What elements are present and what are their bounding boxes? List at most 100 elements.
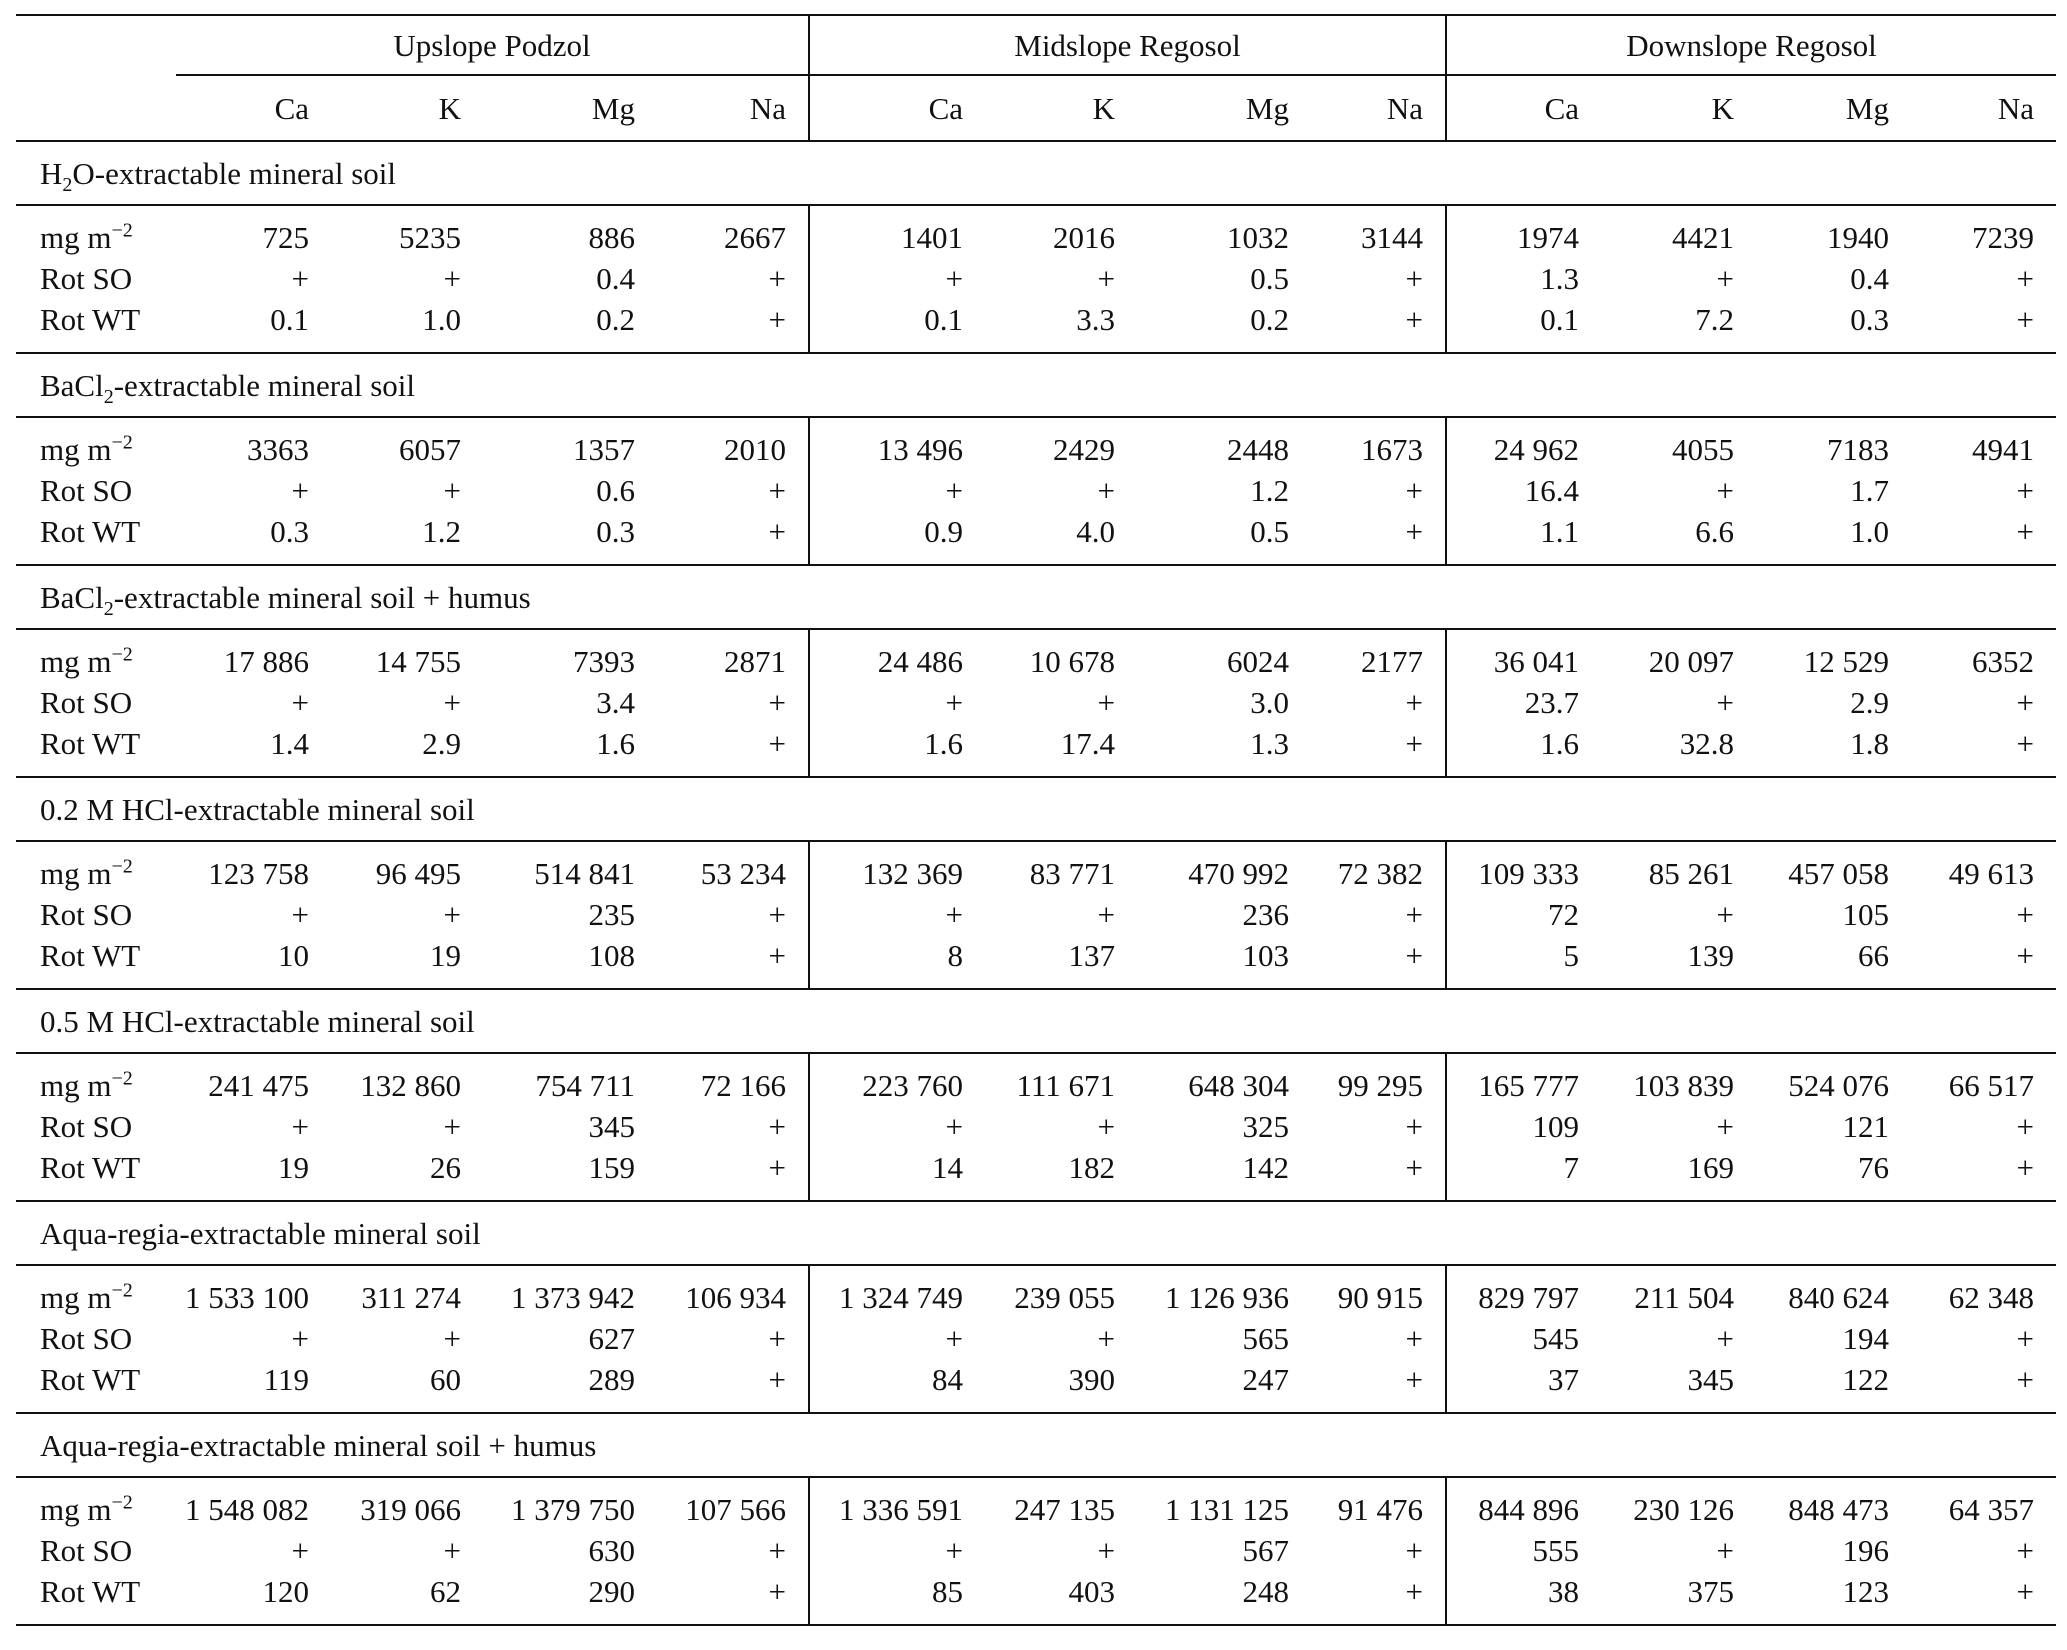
table-cell: 1 533 100 <box>185 1280 309 1315</box>
table-cell: 8 <box>947 938 964 973</box>
element-header-na: Na <box>1997 90 2034 126</box>
table-cell: 6352 <box>1972 644 2034 679</box>
row-label: Rot WT <box>40 1362 141 1397</box>
table-cell: 194 <box>1842 1321 1890 1356</box>
section-title-subscript: 2 <box>103 385 114 408</box>
table-cell: + <box>657 894 810 935</box>
section-title-text: BaCl <box>40 579 104 615</box>
table-cell: + <box>657 1359 810 1413</box>
table-cell: 90 915 <box>1311 1265 1447 1318</box>
unit-label: mg m <box>40 432 112 467</box>
table-cell: 72 <box>1548 897 1579 932</box>
table-row: Rot WT 119 60 289 +84 390 247 +37 345 122 + <box>16 1359 2056 1413</box>
table-cell: + <box>945 473 963 508</box>
table-row: Rot WT 120 62 290 +85 403 248 +38 375 123 + <box>16 1571 2056 1625</box>
table-cell: 62 348 <box>1948 1280 2034 1315</box>
table-cell: + <box>1311 299 1447 353</box>
table-cell: 60 <box>430 1362 461 1397</box>
table-cell: 196 <box>1842 1533 1890 1568</box>
table-cell: 1.6 <box>1540 726 1579 761</box>
row-label: Rot SO <box>40 1533 133 1568</box>
table-cell: + <box>1311 1530 1447 1571</box>
element-header-mg: Mg <box>1845 90 1889 126</box>
table-cell: 2429 <box>1053 432 1115 467</box>
row-label: mg m−2 <box>16 205 176 258</box>
element-header-k: K <box>1092 90 1115 126</box>
table-cell: 3.3 <box>1076 302 1115 337</box>
section-title: Aqua-regia-extractable mineral soil <box>16 1200 2056 1266</box>
table-cell: 0.9 <box>924 514 963 549</box>
table-cell: + <box>2016 685 2034 720</box>
table-cell: 36 041 <box>1493 644 1579 679</box>
table-cell: 1.2 <box>1250 473 1289 508</box>
table-cell: 555 <box>1532 1533 1580 1568</box>
table-cell: 2010 <box>657 417 810 470</box>
unit-label: mg m <box>40 220 112 255</box>
table-cell: + <box>1311 1318 1447 1359</box>
table-cell: 6024 <box>1227 644 1289 679</box>
unit-exponent: −2 <box>111 643 133 666</box>
table-cell: 19 <box>430 938 461 973</box>
table-cell: 247 <box>1242 1362 1290 1397</box>
table-cell: 7 <box>1563 1150 1580 1185</box>
table-cell: 53 234 <box>657 841 810 894</box>
table-row: mg m−2 3363 6057 1357 2010 13 496 2429 2448 1673… <box>16 417 2056 470</box>
table-cell: + <box>945 685 963 720</box>
table-cell: 10 678 <box>1029 644 1115 679</box>
table-cell: 7393 <box>573 644 635 679</box>
table-cell: 5 <box>1563 938 1580 973</box>
table-row: mg m−2 17 886 14 755 7393 2871 24 486 10 678 60… <box>16 629 2056 682</box>
table-cell: 311 274 <box>361 1280 461 1315</box>
section-title-text: BaCl <box>40 367 104 403</box>
table-cell: 1673 <box>1311 417 1447 470</box>
table-cell: 1 373 942 <box>511 1280 635 1315</box>
table-cell: + <box>945 897 963 932</box>
table-cell: + <box>291 261 309 296</box>
element-header-ca: Ca <box>274 90 309 126</box>
section-title-subscript: 2 <box>103 597 114 620</box>
table-cell: + <box>443 1533 461 1568</box>
table-cell: 64 357 <box>1948 1492 2034 1527</box>
table-cell: 1 379 750 <box>511 1492 635 1527</box>
table-cell: 1 324 749 <box>839 1280 963 1315</box>
table-cell: 19 <box>278 1150 309 1185</box>
table-row: Rot SO + +0.4 + + +0.5 +1.3 +0.4 + <box>16 258 2056 299</box>
table-cell: 1 336 591 <box>839 1492 963 1527</box>
table-cell: 403 <box>1068 1574 1116 1609</box>
row-label: mg m−2 <box>16 1053 176 1106</box>
table-row: mg m−2 123 758 96 495 514 841 53 234 132 369 8… <box>16 841 2056 894</box>
table-cell: 725 <box>262 220 310 255</box>
table-cell: 0.3 <box>596 514 635 549</box>
unit-exponent: −2 <box>111 431 133 454</box>
table-cell: 345 <box>1687 1362 1735 1397</box>
row-label: Rot SO <box>40 897 133 932</box>
table-cell: 375 <box>1687 1574 1735 1609</box>
table-cell: 121 <box>1842 1109 1890 1144</box>
table-cell: 1.1 <box>1540 514 1579 549</box>
table-cell: 32.8 <box>1679 726 1734 761</box>
table-cell: 142 <box>1242 1150 1290 1185</box>
table-cell: 14 755 <box>375 644 461 679</box>
table-cell: + <box>1716 1533 1734 1568</box>
table-row: Rot SO + +627 + + +565 +545 +194 + <box>16 1318 2056 1359</box>
table-cell: + <box>2016 726 2034 761</box>
table-cell: 290 <box>588 1574 636 1609</box>
table-cell: 524 076 <box>1788 1068 1889 1103</box>
section-title: H2O-extractable mineral soil <box>16 140 2056 206</box>
table-cell: 109 333 <box>1478 856 1579 891</box>
unit-label: mg m <box>40 1280 112 1315</box>
table-cell: 17 886 <box>223 644 309 679</box>
table-cell: 13 496 <box>877 432 963 467</box>
table-cell: 122 <box>1842 1362 1890 1397</box>
table-cell: + <box>1097 897 1115 932</box>
table-cell: + <box>1716 685 1734 720</box>
table-cell: 4941 <box>1972 432 2034 467</box>
table-cell: + <box>2016 473 2034 508</box>
table-row: Rot SO + +630 + + +567 +555 +196 + <box>16 1530 2056 1571</box>
table-cell: 247 135 <box>1014 1492 1115 1527</box>
table-cell: 0.4 <box>1850 261 1889 296</box>
table-cell: 37 <box>1548 1362 1579 1397</box>
table-cell: 627 <box>588 1321 636 1356</box>
table-cell: 1401 <box>901 220 963 255</box>
table-cell: 0.3 <box>270 514 309 549</box>
